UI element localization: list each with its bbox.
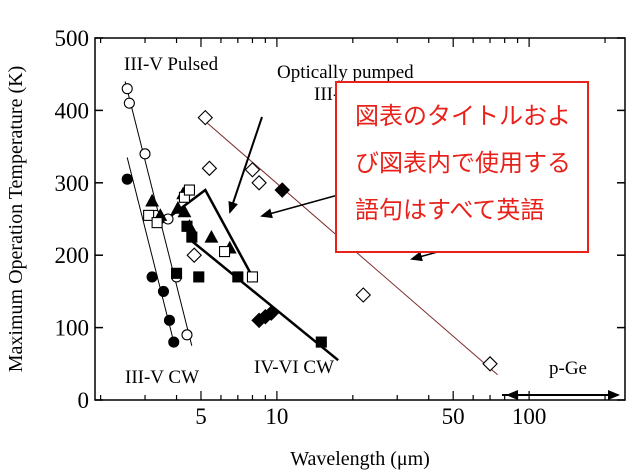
note-line-3: 語句はすべて英語: [355, 196, 544, 224]
data-point: [168, 336, 180, 348]
y-axis-ticks: 0 100 200 300 400 500: [55, 26, 625, 413]
data-point: [170, 267, 183, 279]
y-tick-label: 100: [55, 316, 90, 341]
optically-pumped-arrow: [228, 116, 263, 214]
fit-line: [126, 157, 175, 343]
data-point: [151, 217, 163, 229]
plot-frame: [94, 37, 626, 401]
data-point: [193, 271, 205, 283]
data-point: [123, 97, 135, 109]
x-axis-title: Wavelength (μm): [290, 448, 430, 470]
data-point: [121, 173, 133, 185]
x-tick-label: 50: [442, 404, 465, 429]
data-point: [186, 247, 202, 263]
data-point: [186, 231, 198, 243]
note-box-frame: [335, 81, 589, 253]
data-point: [201, 160, 218, 177]
data-point: [274, 182, 291, 198]
label-iii-v-pulsed: III-V Pulsed: [124, 54, 219, 75]
label-p-ge: p-Ge: [549, 358, 587, 379]
note-line-2: び図表内で使用する: [355, 149, 571, 177]
data-point: [263, 305, 280, 321]
data-point: [197, 109, 214, 126]
data-point: [177, 204, 192, 218]
data-point: [232, 271, 244, 283]
data-point: [244, 161, 261, 178]
label-iii-v-cw: III-V CW: [125, 367, 199, 388]
data-point: [146, 271, 158, 283]
fit-line: [186, 236, 339, 362]
data-point: [181, 329, 193, 341]
y-tick-label: 300: [55, 171, 90, 196]
data-point: [482, 356, 498, 372]
y-tick-label: 400: [55, 98, 90, 123]
note-line-1: 図表のタイトルおよ: [355, 102, 571, 130]
x-tick-label: 10: [265, 404, 288, 429]
data-point: [204, 229, 219, 243]
x-axis-ticks: 5 10 50 100: [100, 38, 606, 429]
data-point: [315, 336, 327, 348]
note-arrow-upper: [260, 194, 339, 219]
data-point: [355, 287, 372, 303]
y-tick-label: 200: [55, 243, 90, 268]
x-tick-label: 5: [195, 404, 207, 429]
data-point: [251, 175, 267, 191]
label-iv-vi-cw: IV-VI CW: [254, 357, 334, 378]
data-point: [163, 314, 176, 326]
data-point: [218, 246, 231, 258]
data-markers: [121, 83, 498, 372]
fit-line: [156, 188, 254, 278]
data-point: [145, 193, 160, 207]
y-tick-label: 500: [55, 26, 90, 51]
label-optically-pumped: Optically pumped: [277, 62, 414, 83]
data-point: [143, 209, 155, 221]
data-point: [157, 285, 170, 297]
y-tick-label: 0: [78, 388, 90, 413]
y-axis-title: Maximum Operation Temperature (K): [5, 66, 27, 372]
data-point: [181, 220, 193, 232]
data-point: [170, 200, 185, 214]
x-tick-label: 100: [512, 404, 547, 429]
note-box: 図表のタイトルおよ び図表内で使用する 語句はすべて英語: [335, 81, 589, 253]
data-point: [121, 83, 133, 95]
data-point: [139, 148, 151, 160]
data-point: [183, 184, 195, 196]
data-point: [246, 271, 259, 283]
